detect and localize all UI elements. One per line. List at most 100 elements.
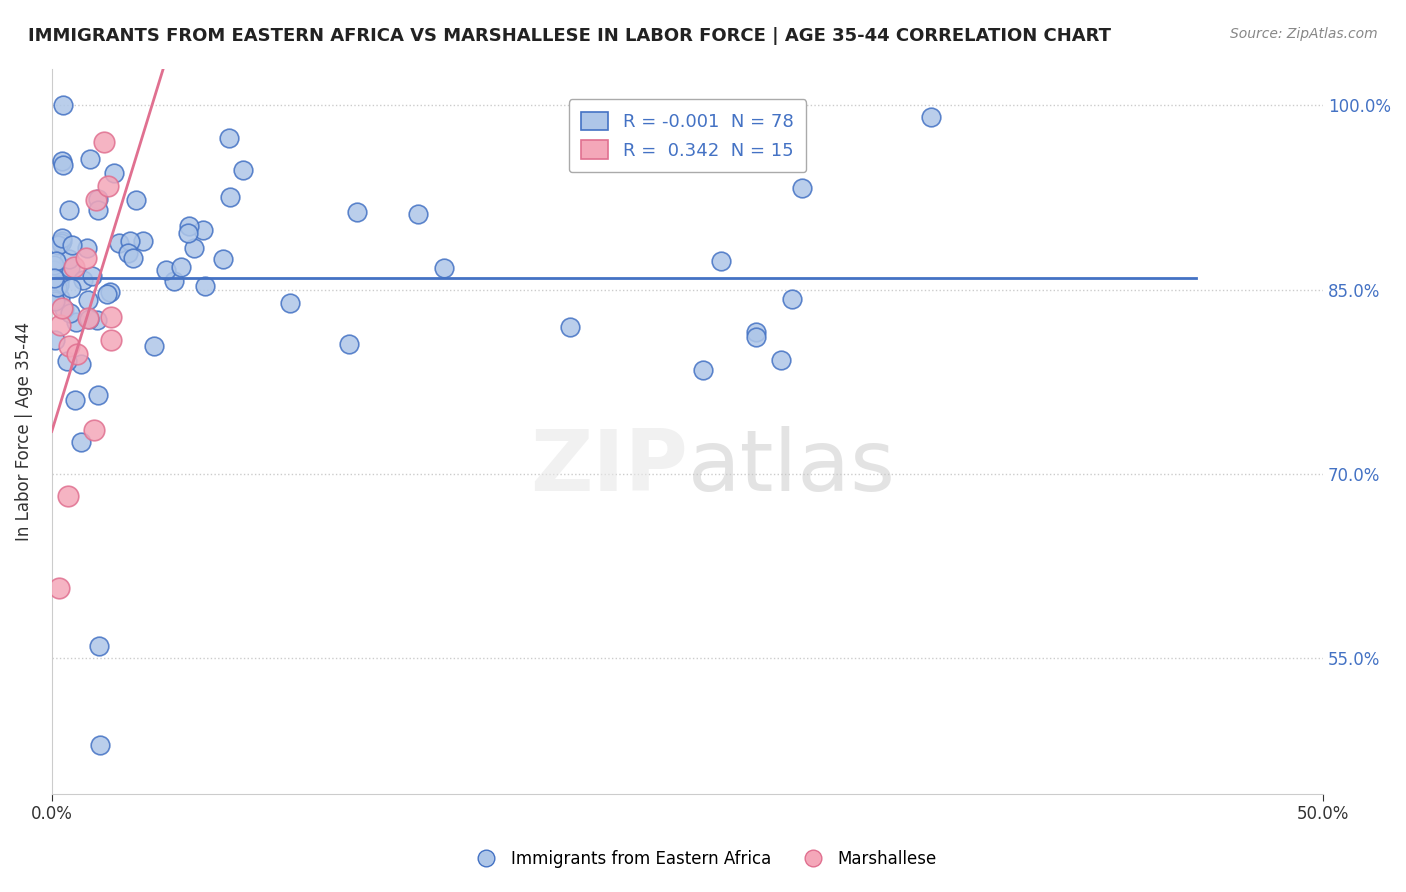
Point	[155, 263, 177, 277]
Point	[212, 252, 235, 266]
Point	[710, 253, 733, 268]
Point	[100, 333, 122, 347]
Point	[80, 269, 103, 284]
Point	[100, 310, 122, 325]
Point	[45, 254, 67, 268]
Text: Source: ZipAtlas.com: Source: ZipAtlas.com	[1230, 27, 1378, 41]
Point	[59, 305, 82, 319]
Point	[72, 273, 94, 287]
Point	[177, 226, 200, 240]
Point	[77, 293, 100, 308]
Point	[44, 292, 66, 306]
Point	[96, 286, 118, 301]
Point	[66, 347, 89, 361]
Point	[346, 204, 368, 219]
Point	[49, 291, 72, 305]
Point	[121, 252, 143, 266]
Legend: Immigrants from Eastern Africa, Marshallese: Immigrants from Eastern Africa, Marshall…	[463, 844, 943, 875]
Point	[70, 357, 93, 371]
Point	[46, 280, 69, 294]
Point	[76, 240, 98, 254]
Point	[408, 207, 430, 221]
Point	[107, 235, 129, 250]
Point	[59, 260, 82, 275]
Point	[194, 279, 217, 293]
Point	[131, 234, 153, 248]
Point	[218, 130, 240, 145]
Text: atlas: atlas	[688, 425, 896, 508]
Point	[44, 293, 66, 308]
Point	[44, 271, 66, 285]
Point	[58, 252, 80, 266]
Point	[51, 154, 73, 169]
Point	[792, 181, 814, 195]
Point	[745, 325, 768, 339]
Point	[77, 312, 100, 326]
Point	[93, 135, 115, 149]
Point	[170, 260, 193, 274]
Point	[56, 354, 79, 368]
Y-axis label: In Labor Force | Age 35-44: In Labor Force | Age 35-44	[15, 321, 32, 541]
Point	[780, 292, 803, 306]
Point	[191, 223, 214, 237]
Point	[117, 246, 139, 260]
Point	[219, 190, 242, 204]
Point	[103, 166, 125, 180]
Point	[920, 110, 942, 124]
Point	[87, 203, 110, 218]
Point	[51, 301, 73, 316]
Point	[100, 285, 122, 299]
Point	[52, 98, 75, 112]
Point	[58, 339, 80, 353]
Point	[558, 319, 581, 334]
Point	[48, 278, 70, 293]
Point	[63, 392, 86, 407]
Point	[692, 363, 714, 377]
Point	[433, 260, 456, 275]
Point	[75, 252, 97, 266]
Point	[65, 315, 87, 329]
Point	[744, 330, 766, 344]
Point	[769, 353, 792, 368]
Point	[52, 301, 75, 316]
Point	[76, 311, 98, 326]
Point	[125, 193, 148, 207]
Point	[48, 582, 70, 596]
Point	[183, 241, 205, 255]
Point	[60, 237, 83, 252]
Point	[118, 234, 141, 248]
Point	[232, 163, 254, 178]
Legend: R = -0.001  N = 78, R =  0.342  N = 15: R = -0.001 N = 78, R = 0.342 N = 15	[568, 99, 806, 172]
Point	[52, 158, 75, 172]
Point	[84, 193, 107, 207]
Point	[44, 258, 66, 272]
Point	[83, 423, 105, 437]
Point	[58, 202, 80, 217]
Point	[49, 318, 72, 332]
Point	[59, 281, 82, 295]
Point	[337, 337, 360, 351]
Text: IMMIGRANTS FROM EASTERN AFRICA VS MARSHALLESE IN LABOR FORCE | AGE 35-44 CORRELA: IMMIGRANTS FROM EASTERN AFRICA VS MARSHA…	[28, 27, 1111, 45]
Text: ZIP: ZIP	[530, 425, 688, 508]
Point	[87, 388, 110, 402]
Point	[48, 238, 70, 252]
Point	[44, 333, 66, 347]
Point	[163, 274, 186, 288]
Point	[63, 260, 86, 275]
Point	[51, 231, 73, 245]
Point	[87, 192, 110, 206]
Point	[278, 296, 301, 310]
Point	[79, 153, 101, 167]
Point	[143, 339, 166, 353]
Point	[56, 489, 79, 503]
Point	[86, 313, 108, 327]
Point	[97, 178, 120, 193]
Point	[44, 263, 66, 277]
Point	[49, 270, 72, 285]
Point	[89, 639, 111, 653]
Point	[89, 738, 111, 752]
Point	[51, 235, 73, 250]
Point	[177, 219, 200, 233]
Point	[69, 435, 91, 450]
Point	[51, 234, 73, 248]
